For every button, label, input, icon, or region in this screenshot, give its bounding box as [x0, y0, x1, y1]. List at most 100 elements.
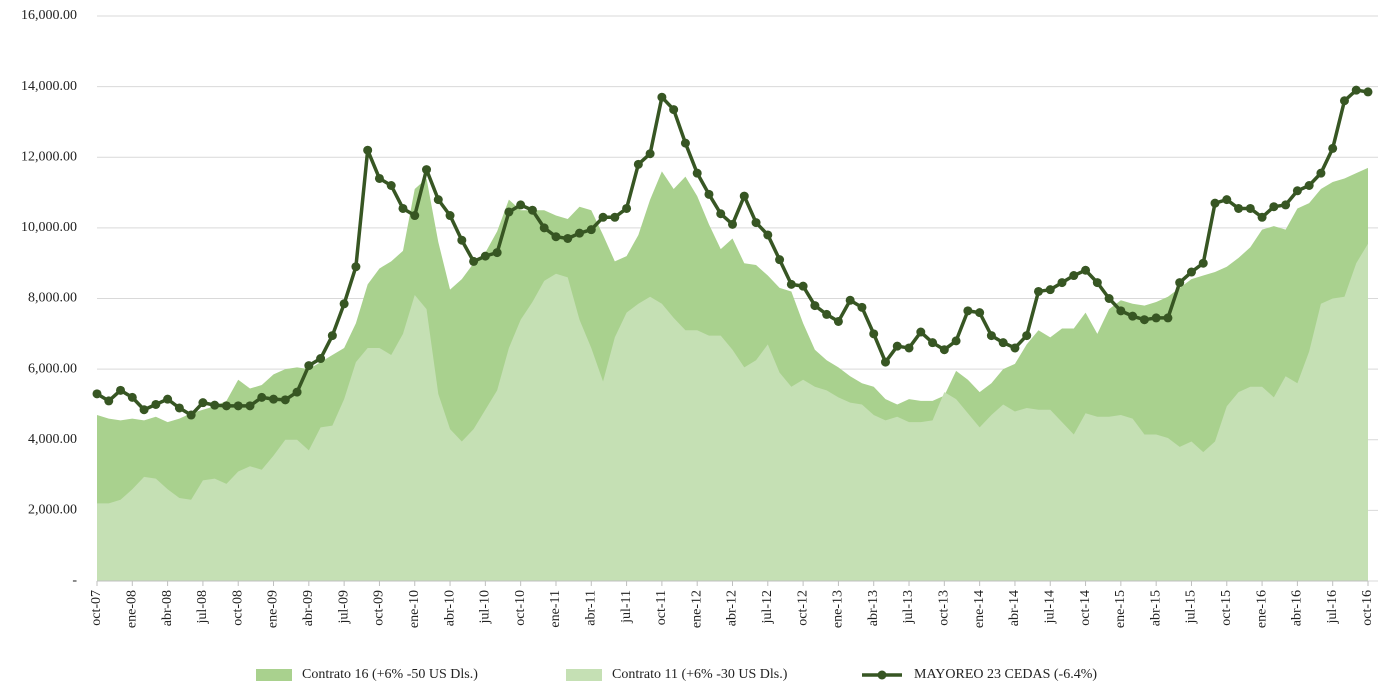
- marker: [1186, 267, 1196, 277]
- marker: [1245, 203, 1255, 213]
- marker: [692, 168, 702, 178]
- legend-item: Contrato 11 (+6% -30 US Dls.): [566, 667, 788, 682]
- marker: [92, 389, 102, 399]
- marker: [598, 212, 608, 222]
- marker: [339, 299, 349, 309]
- marker: [1081, 265, 1091, 275]
- marker: [928, 338, 938, 348]
- marker: [374, 173, 384, 183]
- marker: [1292, 186, 1302, 196]
- y-tick-label: 8,000.00: [28, 291, 77, 306]
- marker: [1328, 143, 1338, 153]
- marker: [1339, 96, 1349, 106]
- x-tick-label: jul-09: [336, 590, 351, 624]
- marker: [986, 331, 996, 341]
- marker: [1116, 306, 1126, 316]
- marker: [798, 281, 808, 291]
- marker: [563, 233, 573, 243]
- marker: [174, 403, 184, 413]
- marker: [739, 191, 749, 201]
- x-tick-label: abr-13: [866, 590, 881, 626]
- x-tick-label: jul-13: [901, 590, 916, 624]
- marker: [880, 357, 890, 367]
- marker: [586, 225, 596, 235]
- marker: [669, 105, 679, 115]
- marker: [657, 92, 667, 102]
- legend-label: Contrato 16 (+6% -50 US Dls.): [302, 667, 478, 682]
- x-tick-label: abr-11: [583, 590, 598, 626]
- x-tick-label: ene-13: [831, 590, 846, 628]
- marker: [728, 219, 737, 229]
- marker: [221, 401, 231, 411]
- marker: [1069, 271, 1079, 281]
- y-tick-label: 2,000.00: [28, 503, 77, 518]
- marker: [939, 345, 949, 355]
- marker: [433, 195, 443, 205]
- area: [97, 243, 1368, 581]
- x-tick-label: oct-10: [513, 590, 528, 626]
- marker: [422, 165, 432, 175]
- legend-swatch: [256, 669, 292, 681]
- x-tick-label: abr-10: [442, 590, 457, 626]
- x-tick-label: abr-14: [1007, 590, 1022, 626]
- marker: [998, 338, 1008, 348]
- x-tick-label: jul-11: [619, 590, 634, 624]
- marker: [680, 138, 690, 148]
- marker: [633, 159, 643, 169]
- x-tick-label: ene-11: [548, 590, 563, 628]
- marker: [916, 327, 926, 337]
- legend-item: Contrato 16 (+6% -50 US Dls.): [256, 667, 478, 682]
- marker: [963, 306, 973, 316]
- x-tick-label: oct-08: [230, 590, 245, 626]
- marker: [386, 181, 396, 190]
- marker: [492, 248, 502, 258]
- marker: [751, 218, 761, 228]
- x-tick-label: jul-08: [195, 590, 210, 624]
- legend-label: Contrato 11 (+6% -30 US Dls.): [612, 667, 788, 682]
- legend-marker: [877, 670, 887, 680]
- marker: [351, 262, 361, 272]
- marker: [410, 211, 420, 221]
- marker: [1033, 286, 1043, 296]
- y-tick-label: 16,000.00: [21, 8, 77, 23]
- marker: [1304, 181, 1314, 190]
- marker: [245, 401, 255, 411]
- x-tick-label: jul-12: [760, 590, 775, 624]
- marker: [198, 398, 208, 408]
- x-tick-label: abr-12: [725, 590, 740, 626]
- marker: [845, 295, 855, 305]
- y-tick-label: 10,000.00: [21, 220, 77, 235]
- x-tick-label: ene-16: [1254, 590, 1269, 628]
- marker: [716, 209, 726, 219]
- marker: [116, 385, 126, 395]
- x-tick-label: ene-09: [266, 590, 281, 628]
- marker: [127, 392, 137, 402]
- y-tick-label: -: [72, 573, 77, 588]
- marker: [1175, 278, 1185, 288]
- x-tick-label: oct-09: [372, 590, 387, 626]
- marker: [1045, 285, 1055, 295]
- marker: [210, 400, 220, 410]
- marker: [1234, 203, 1244, 213]
- marker: [1210, 198, 1220, 208]
- marker: [904, 343, 914, 353]
- marker: [469, 256, 479, 266]
- marker: [763, 230, 773, 240]
- marker: [316, 354, 326, 364]
- x-tick-label: oct-13: [937, 590, 952, 626]
- y-tick-label: 12,000.00: [21, 149, 77, 164]
- marker: [139, 405, 149, 415]
- marker: [1363, 87, 1373, 97]
- marker: [1139, 315, 1149, 325]
- x-tick-label: abr-16: [1290, 590, 1305, 626]
- y-tick-label: 6,000.00: [28, 361, 77, 376]
- marker: [704, 189, 714, 199]
- marker: [810, 301, 820, 311]
- marker: [645, 149, 655, 159]
- legend-swatch: [566, 669, 602, 681]
- marker: [1281, 200, 1291, 210]
- x-tick-label: oct-15: [1219, 590, 1234, 626]
- marker: [869, 329, 879, 339]
